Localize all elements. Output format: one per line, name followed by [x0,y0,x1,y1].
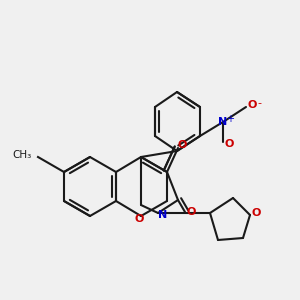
Text: O: O [186,207,196,217]
Text: -: - [257,98,262,108]
Text: O: O [248,100,257,110]
Text: CH₃: CH₃ [13,151,32,160]
Text: O: O [178,140,187,150]
Text: N: N [158,209,167,220]
Text: O: O [135,214,144,224]
Text: N: N [218,117,228,127]
Text: O: O [251,208,261,218]
Text: O: O [225,139,234,148]
Text: +: + [226,114,234,124]
